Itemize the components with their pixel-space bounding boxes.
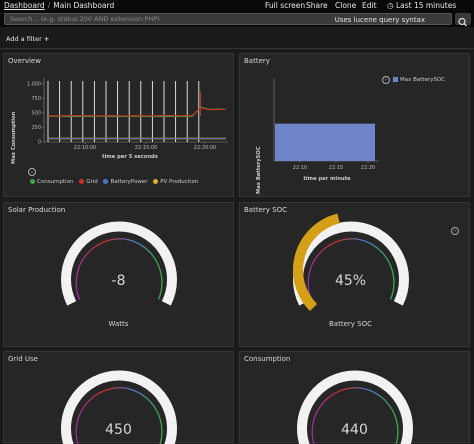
battery-x-tick-label: 22:10 <box>293 165 307 171</box>
time-range-label: Last 15 minutes <box>395 1 457 10</box>
legend-pv-label: PV Production <box>160 179 199 185</box>
grid-use-value: 450 <box>105 422 132 438</box>
battery-soc-gauge-fill <box>292 213 340 312</box>
grid-use-gauge <box>61 370 177 444</box>
time-picker[interactable]: ◷ Last 15 minutes <box>387 1 456 10</box>
overview-series-grid <box>47 107 227 117</box>
clone-button[interactable]: Clone <box>335 1 357 10</box>
battery-soc-label: Battery SOC <box>329 320 372 328</box>
battery-x-tick-label: 22:15 <box>329 165 343 171</box>
overview-x-tick-label: 22:10:00 <box>74 145 96 151</box>
add-filter-label: Add a filter <box>6 35 42 43</box>
legend-grid[interactable]: Grid <box>79 179 98 185</box>
overview-y-tick-label: 500 <box>31 111 41 117</box>
battery-soc-legend-toggle-icon[interactable]: ‹ <box>451 227 459 235</box>
overview-y-tick-label: 750 <box>31 96 41 102</box>
solar-value: -8 <box>111 273 126 289</box>
search-placeholder: Search... (e.g. status:200 AND extension… <box>10 15 160 23</box>
consumption-gauge <box>297 370 413 444</box>
battery-soc-gauge <box>292 213 409 312</box>
battery-soc-panel: Battery SOC ‹ 45% Battery SOC <box>239 202 470 347</box>
consumption-title: Consumption <box>244 355 291 363</box>
battery-chart: Max BatterySOC time per minute 22:10 22:1… <box>256 78 379 194</box>
overview-legend: Consumption Grid BatteryPower PV Product… <box>30 179 198 185</box>
overview-chart: Max Consumption time per 5 seconds 0 250 5… <box>11 78 228 164</box>
overview-y-tick-label: 250 <box>31 125 41 131</box>
legend-toggle-icon[interactable]: ⌄ <box>28 168 36 176</box>
legend-consumption[interactable]: Consumption <box>30 179 73 185</box>
legend-dot-battery-soc <box>393 77 398 82</box>
overview-title: Overview <box>8 57 41 65</box>
battery-x-tick-label: 22:20 <box>361 165 375 171</box>
solar-panel: Solar Production -8 Watts <box>3 202 234 347</box>
search-icon <box>458 17 467 27</box>
search-row: Search... (e.g. status:200 AND extension… <box>0 12 474 27</box>
overview-x-label: time per 5 seconds <box>102 154 158 160</box>
legend-grid-label: Grid <box>86 179 98 185</box>
overview-x-tick-label: 22:20:00 <box>194 145 216 151</box>
battery-title: Battery <box>244 57 270 65</box>
solar-title: Solar Production <box>8 206 66 214</box>
consumption-value: 440 <box>341 422 368 438</box>
legend-pv-production[interactable]: PV Production <box>153 179 198 185</box>
grid-use-title: Grid Use <box>8 355 38 363</box>
legend-dot-pv <box>153 179 159 184</box>
overview-panel: Overview Max Consumption time per 5 seco… <box>3 53 234 197</box>
legend-dot-batterypower <box>103 179 109 184</box>
breadcrumb-separator: / <box>47 1 51 10</box>
overview-y-label: Max Consumption <box>11 111 17 164</box>
battery-panel: Battery Max BatterySOC time per minute 2… <box>239 53 470 197</box>
overview-y-tick-label: 1,000 <box>27 82 41 88</box>
legend-consumption-label: Consumption <box>37 179 74 185</box>
battery-x-label: time per minute <box>303 176 351 182</box>
grid-use-panel: Grid Use 450 <box>3 351 234 444</box>
legend-dot-consumption <box>30 179 35 184</box>
battery-bar <box>275 123 375 161</box>
solar-gauge <box>61 221 177 306</box>
battery-soc-value: 45% <box>334 273 367 289</box>
solar-unit: Watts <box>108 320 129 328</box>
legend-dot-grid <box>79 179 85 184</box>
legend-battery-soc-label: Max BatterySOC <box>400 77 446 83</box>
breadcrumb-main-dashboard: Main Dashboard <box>53 1 115 10</box>
add-filter-button[interactable]: Add a filter + <box>6 35 49 43</box>
battery-y-label: Max BatterySOC <box>256 146 262 194</box>
full-screen-button[interactable]: Full screen <box>265 1 306 10</box>
grid-use-gauge-scale <box>75 387 163 444</box>
breadcrumb: Dashboard / Main Dashboard <box>4 1 114 10</box>
breadcrumb-dashboard[interactable]: Dashboard <box>4 1 45 10</box>
battery-soc-gauge-scale <box>307 238 395 300</box>
battery-legend-toggle-icon[interactable]: › <box>382 76 390 84</box>
overview-y-tick-label: 0 <box>38 140 41 146</box>
legend-batterypower[interactable]: BatteryPower <box>103 179 147 185</box>
filter-bar: Add a filter + <box>0 27 474 49</box>
plus-icon: + <box>43 35 50 43</box>
top-bar: Dashboard / Main Dashboard Full screen Sha… <box>0 0 474 12</box>
grid-use-gauge-track <box>61 370 177 444</box>
overview-x-tick-label: 22:15:00 <box>135 145 157 151</box>
search-button[interactable] <box>455 13 471 27</box>
consumption-panel: Consumption 440 <box>239 351 470 444</box>
consumption-gauge-track <box>297 370 413 444</box>
legend-batterypower-label: BatteryPower <box>110 179 148 185</box>
solar-gauge-scale <box>75 238 163 300</box>
search-input[interactable]: Search... (e.g. status:200 AND extension… <box>4 13 452 25</box>
clock-icon: ◷ <box>387 1 394 10</box>
search-hint: Uses lucene query syntax <box>334 16 425 24</box>
edit-button[interactable]: Edit <box>362 1 377 10</box>
share-button[interactable]: Share <box>306 1 328 10</box>
battery-soc-title: Battery SOC <box>244 206 287 214</box>
battery-legend[interactable]: Max BatterySOC <box>393 77 445 83</box>
consumption-gauge-scale <box>311 387 399 444</box>
solar-gauge-track <box>61 221 177 306</box>
